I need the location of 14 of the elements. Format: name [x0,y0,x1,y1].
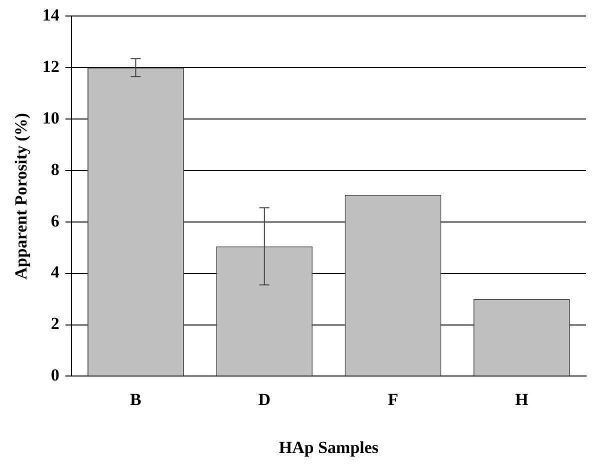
x-axis-title: HAp Samples [278,438,379,458]
y-tick-label: 10 [42,108,60,128]
y-tick-label: 2 [50,314,60,334]
y-tick-label: 4 [50,262,60,282]
y-tick-label: 0 [50,366,60,385]
x-tick-label: F [388,390,398,409]
x-tick-label: H [515,390,528,409]
y-axis-title: Apparent Porosity (%) [12,112,31,280]
x-tick-label: B [130,390,142,409]
y-tick-label: 12 [42,57,60,76]
y-tick-label: 8 [50,160,60,179]
y-tick-label: 6 [50,211,60,230]
x-tick-label: D [258,390,271,409]
y-tick-label: 14 [42,6,60,25]
